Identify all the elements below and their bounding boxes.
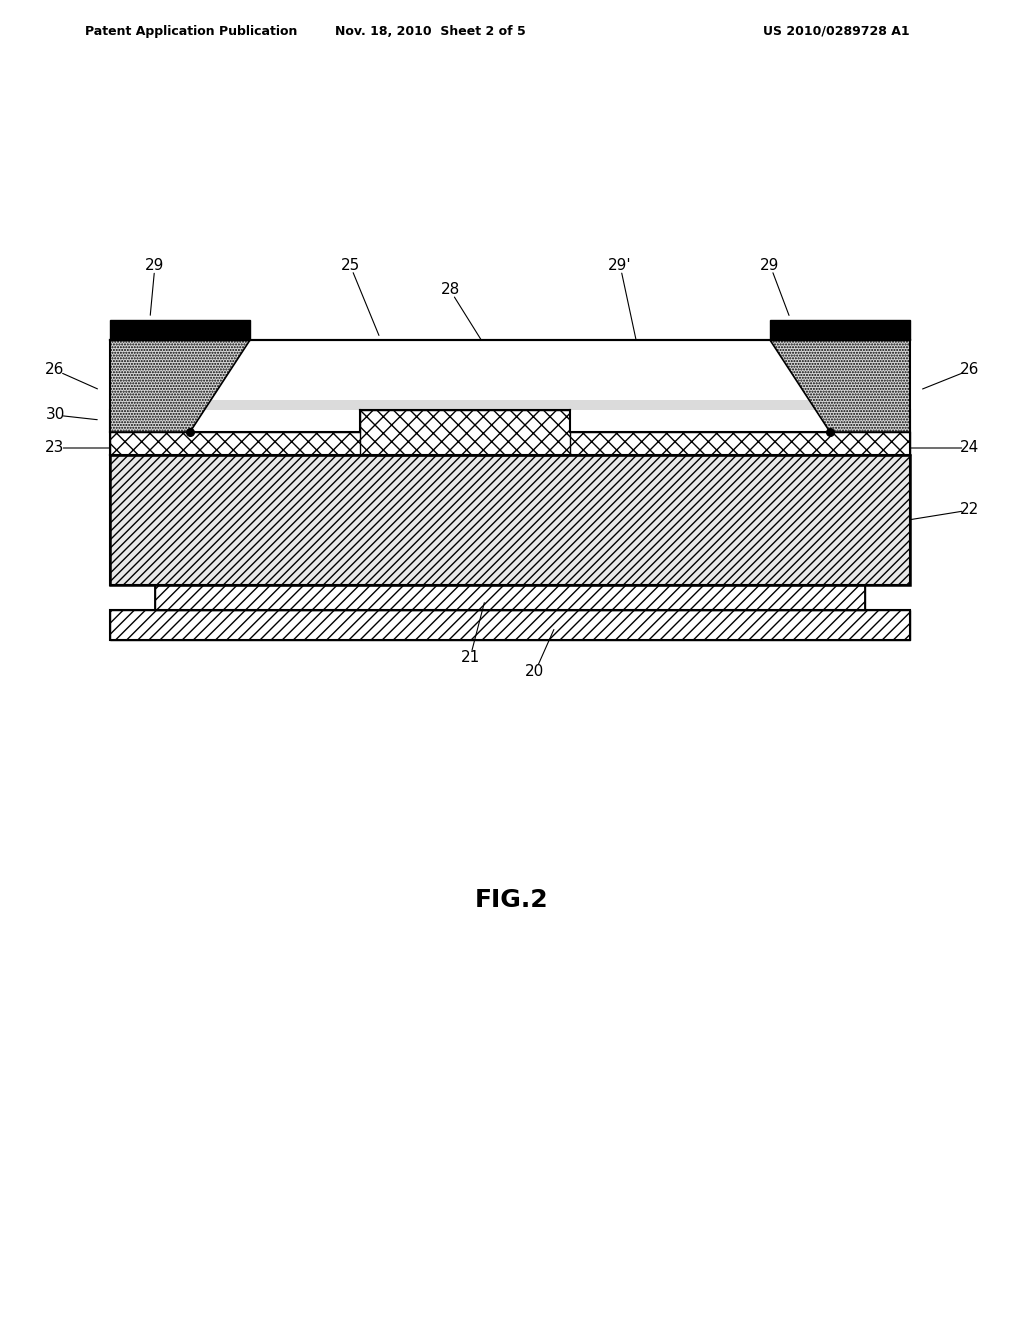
Text: 21: 21: [461, 651, 479, 665]
Text: Nov. 18, 2010  Sheet 2 of 5: Nov. 18, 2010 Sheet 2 of 5: [335, 25, 525, 38]
Bar: [110, 432, 910, 455]
Text: 28: 28: [440, 282, 460, 297]
Text: 25: 25: [340, 257, 359, 272]
Text: 22: 22: [961, 503, 980, 517]
Bar: [110, 610, 910, 640]
Text: 23: 23: [45, 441, 65, 455]
Bar: [110, 455, 910, 585]
Text: 26: 26: [961, 363, 980, 378]
Text: 29': 29': [608, 257, 632, 272]
Text: 26: 26: [45, 363, 65, 378]
Text: Patent Application Publication: Patent Application Publication: [85, 25, 297, 38]
Bar: [770, 319, 910, 341]
Polygon shape: [770, 341, 910, 432]
Text: FIG.2: FIG.2: [475, 888, 549, 912]
Text: 30: 30: [45, 408, 65, 422]
Text: 29: 29: [145, 257, 165, 272]
Text: 29: 29: [760, 257, 779, 272]
Bar: [155, 585, 865, 610]
Bar: [110, 610, 910, 640]
Polygon shape: [110, 400, 910, 432]
Bar: [190, 411, 360, 432]
Bar: [110, 319, 250, 341]
Bar: [570, 411, 830, 432]
Bar: [155, 585, 865, 610]
Text: US 2010/0289728 A1: US 2010/0289728 A1: [763, 25, 910, 38]
Text: 24: 24: [961, 441, 980, 455]
Text: 20: 20: [525, 664, 545, 680]
Bar: [190, 341, 830, 411]
Bar: [110, 455, 910, 585]
Polygon shape: [110, 341, 250, 432]
Bar: [360, 411, 570, 455]
